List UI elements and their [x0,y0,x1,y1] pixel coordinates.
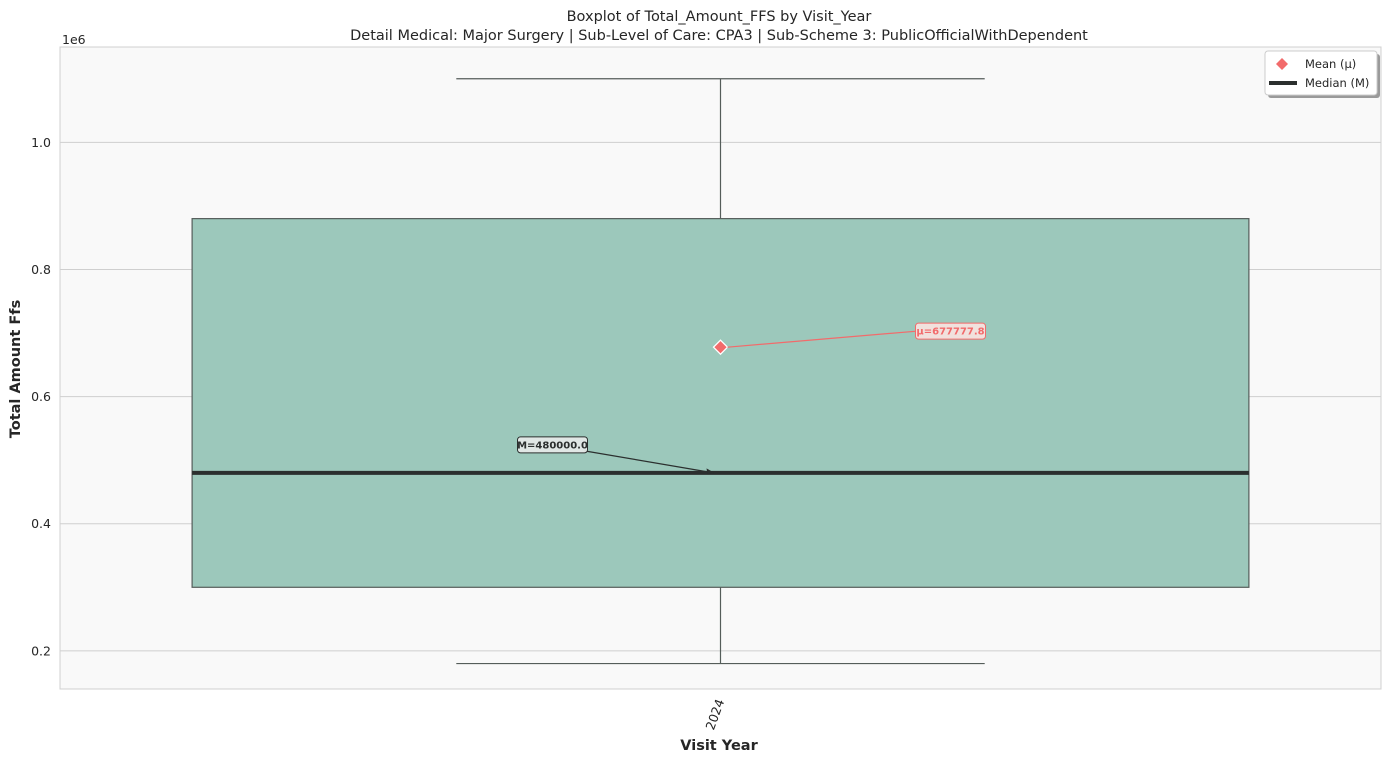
y-axis-label: Total Amount Ffs [8,300,24,438]
x-tick-label: 2024 [702,697,727,732]
median-annotation-box [517,436,588,454]
y-tick-label: 0.4 [31,516,51,531]
y-offset-label: 1e6 [62,32,86,47]
y-tick-label: 0.8 [31,262,51,277]
median-annotation-arrowhead [706,468,715,475]
legend-mean-marker [1276,58,1288,70]
median-annotation-arrow [584,450,714,474]
y-tick-labels: 0.2 0.4 0.6 0.8 1.0 [31,135,51,659]
mean-marker [712,339,729,356]
plot-frame [59,46,1382,690]
legend-mean-label: Mean (μ) [1305,57,1356,71]
annotations: μ=677777.8 M=480000.0 [517,322,986,475]
mean-annotation-arrow [727,330,917,348]
mean-annotation-label: μ=677777.8 [916,327,984,338]
y-tick-label: 1.0 [31,135,51,150]
chart-subtitle: Detail Medical: Major Surgery | Sub-Leve… [350,28,1088,44]
chart-title: Boxplot of Total_Amount_FFS by Visit_Yea… [567,9,872,25]
y-tick-label: 0.6 [31,389,51,404]
legend: Mean (μ) Median (M) [1264,50,1380,98]
x-axis-label: Visit Year [680,738,758,754]
box-iqr [191,218,1250,588]
median-annotation-label: M=480000.0 [517,440,588,451]
y-tick-label: 0.2 [31,643,51,658]
legend-median-label: Median (M) [1305,76,1369,90]
mean-annotation-box [915,322,986,340]
box-group [191,78,1250,665]
x-tick-labels: 2024 [702,697,727,732]
